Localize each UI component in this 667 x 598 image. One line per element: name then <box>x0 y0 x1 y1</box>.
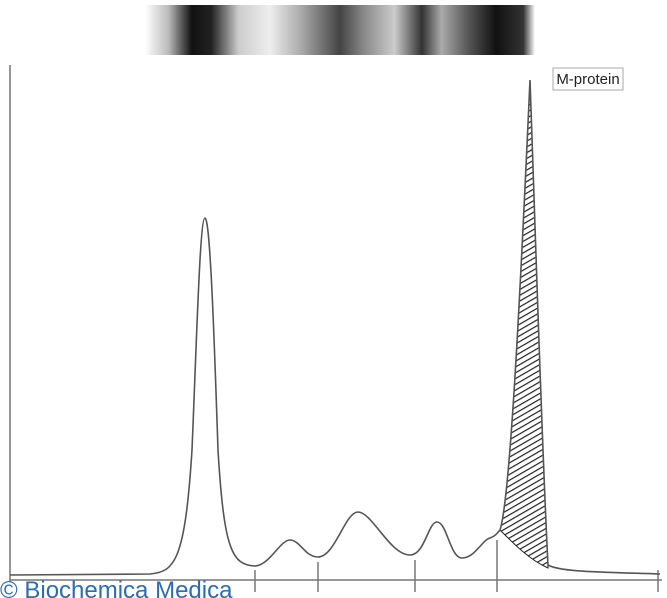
page: M-protein © Biochemica Medica (() => { c… <box>0 0 667 598</box>
fraction-dividers <box>255 540 658 592</box>
peak-label: M-protein <box>556 71 619 88</box>
m-protein-area <box>500 80 548 568</box>
densitogram-figure: M-protein © Biochemica Medica <box>0 0 667 598</box>
gel-strip <box>145 5 535 55</box>
watermark: © Biochemica Medica <box>0 577 233 598</box>
densitogram-curve <box>10 80 660 575</box>
